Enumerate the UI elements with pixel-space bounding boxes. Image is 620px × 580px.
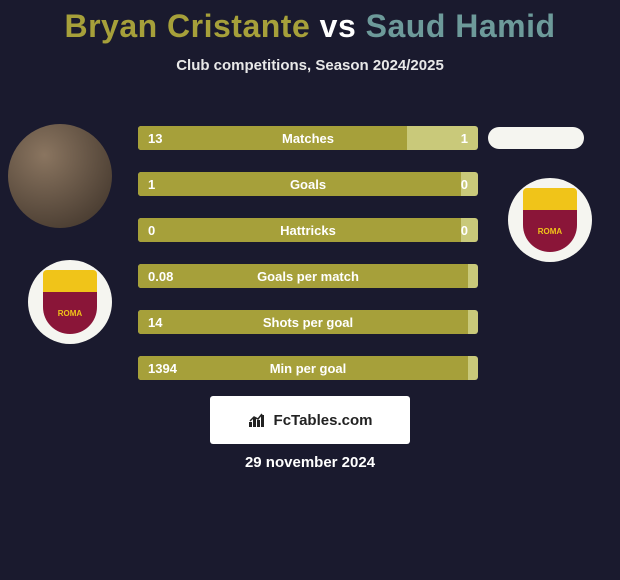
vs-text: vs (320, 8, 357, 44)
stat-right-value: 0 (461, 172, 478, 196)
stat-row: 0.08Goals per match (138, 264, 478, 288)
stat-right-value: 1 (407, 126, 478, 150)
stat-row: 10Goals (138, 172, 478, 196)
player2-name: Saud Hamid (366, 8, 556, 44)
brand-text: FcTables.com (274, 412, 373, 429)
stat-left-value: 13 (138, 126, 407, 150)
date-text: 29 november 2024 (0, 454, 620, 471)
subtitle: Club competitions, Season 2024/2025 (0, 57, 620, 74)
stats-panel: 131Matches 10Goals 00Hattricks 0.08Goals pe… (138, 126, 478, 402)
stat-row: 1394Min per goal (138, 356, 478, 380)
roma-shield-icon: ROMA (523, 188, 577, 252)
player1-avatar (8, 124, 112, 228)
comparison-title: Bryan Cristante vs Saud Hamid (0, 0, 620, 45)
stat-row: 14Shots per goal (138, 310, 478, 334)
stat-left-value: 0.08 (138, 264, 468, 288)
chart-icon (248, 412, 268, 428)
player1-name: Bryan Cristante (64, 8, 310, 44)
stat-right-value: 0 (461, 218, 478, 242)
stat-right-value (468, 264, 478, 288)
stat-right-value (468, 356, 478, 380)
brand-badge: FcTables.com (210, 396, 410, 444)
stat-left-value: 0 (138, 218, 461, 242)
player2-avatar (488, 127, 584, 149)
stat-row: 00Hattricks (138, 218, 478, 242)
stat-row: 131Matches (138, 126, 478, 150)
stat-left-value: 14 (138, 310, 468, 334)
stat-left-value: 1 (138, 172, 461, 196)
player1-club-badge: ROMA (28, 260, 112, 344)
stat-left-value: 1394 (138, 356, 468, 380)
roma-shield-icon: ROMA (43, 270, 97, 334)
stat-right-value (468, 310, 478, 334)
player2-club-badge: ROMA (508, 178, 592, 262)
